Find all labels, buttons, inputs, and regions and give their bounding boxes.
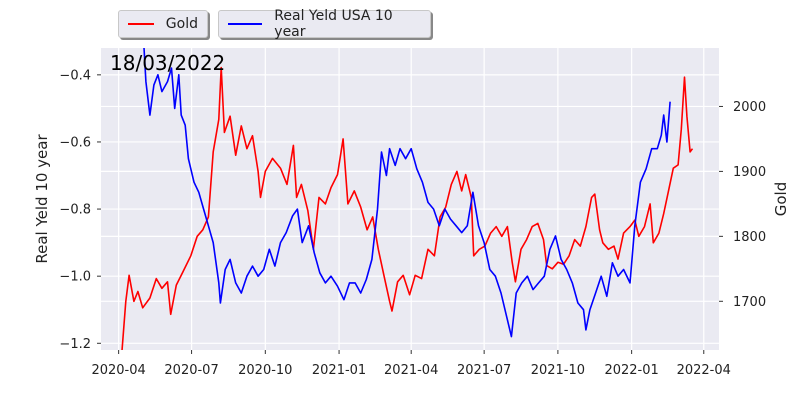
- legend-gold-swatch: [128, 23, 154, 25]
- legend-gold: Gold: [118, 10, 208, 38]
- gold-series-line: [121, 66, 694, 350]
- legend-real-yield-swatch: [228, 23, 263, 25]
- y-left-tick-label: −0.6: [59, 135, 91, 150]
- x-tick-label-2021-01: 2021-01: [312, 363, 366, 378]
- plot-lines: [121, 48, 694, 350]
- legend-real-yield: Real Yeld USA 10 year: [218, 8, 431, 40]
- right-y-axis-label: Gold: [772, 182, 790, 217]
- date-label: 18/03/2022: [110, 51, 225, 75]
- x-tick-label-2021-07: 2021-07: [457, 363, 511, 378]
- plot-background: [101, 48, 719, 350]
- y-left-tick-label: −0.8: [59, 203, 91, 218]
- x-tick-label-2021-10: 2021-10: [531, 363, 585, 378]
- x-tick-label-2020-07: 2020-07: [164, 363, 218, 378]
- x-tick-label-2020-04: 2020-04: [91, 363, 145, 378]
- y-left-tick-label: −1.0: [59, 270, 91, 285]
- y-left-tick-label: −0.4: [59, 68, 91, 83]
- legend-gold-label: Gold: [165, 16, 198, 32]
- x-tick-label-2020-10: 2020-10: [238, 363, 292, 378]
- y-right-tick-label: 1800: [733, 230, 766, 245]
- legend-real-yield-label: Real Yeld USA 10 year: [274, 8, 393, 40]
- y-left-tick-label: −1.2: [59, 337, 91, 352]
- x-tick-label-2022-04: 2022-04: [677, 363, 731, 378]
- y-right-tick-label: 2000: [733, 100, 766, 115]
- y-right-tick-label: 1700: [733, 295, 766, 310]
- left-y-axis-label: Real Yeld 10 year: [33, 134, 51, 264]
- x-tick-label-2021-04: 2021-04: [384, 363, 438, 378]
- x-axis-ticks: 2020-04 2020-07 2020-10 2021-01 2021-04 2021-…: [91, 350, 731, 378]
- right-y-axis-ticks: 1700 1800 1900 2000: [719, 100, 766, 310]
- y-right-tick-label: 1900: [733, 165, 766, 180]
- real-yield-series-line: [143, 48, 671, 338]
- left-y-axis-ticks: −0.4 −0.6 −0.8 −1.0 −1.2: [59, 68, 101, 352]
- x-tick-label-2022-01: 2022-01: [604, 363, 658, 378]
